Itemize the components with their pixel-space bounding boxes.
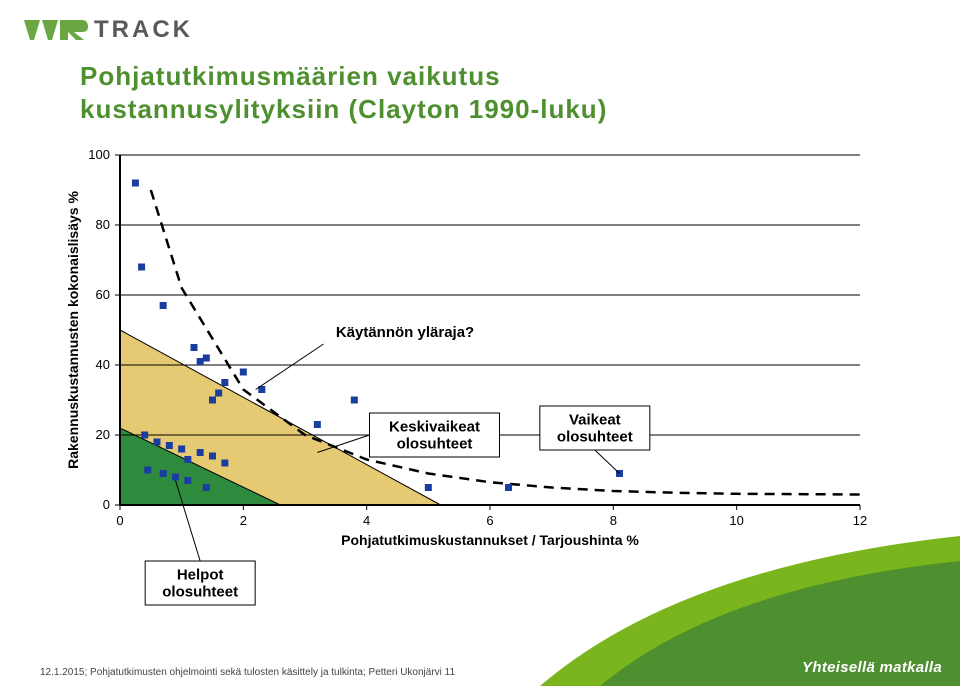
svg-text:0: 0 xyxy=(103,497,110,512)
svg-text:Vaikeat: Vaikeat xyxy=(569,412,621,429)
footer-text: 12.1.2015; Pohjatutkimusten ohjelmointi … xyxy=(40,667,455,678)
svg-text:8: 8 xyxy=(610,513,617,528)
svg-text:Keskivaikeat: Keskivaikeat xyxy=(389,419,480,436)
svg-text:6: 6 xyxy=(486,513,493,528)
svg-text:100: 100 xyxy=(88,147,110,162)
svg-text:Rakennuskustannusten kokonaisl: Rakennuskustannusten kokonaislisäys % xyxy=(65,191,81,469)
svg-text:olosuhteet: olosuhteet xyxy=(162,584,238,601)
svg-text:60: 60 xyxy=(96,287,110,302)
scatter-chart: 0 20 40 60 80 100 0 2 4 6 8 10 12 Pohjatutkimuskustan… xyxy=(60,145,880,615)
svg-text:TRACK: TRACK xyxy=(94,16,193,43)
chart-container: 0 20 40 60 80 100 0 2 4 6 8 10 12 Pohjatutkimuskustan… xyxy=(60,145,880,575)
svg-text:olosuhteet: olosuhteet xyxy=(557,429,633,446)
svg-text:4: 4 xyxy=(363,513,370,528)
svg-text:Helpot: Helpot xyxy=(177,567,224,584)
logo-svg: TRACK xyxy=(22,12,222,46)
title-line-2: kustannusylityksiin (Clayton 1990-luku) xyxy=(80,94,607,124)
svg-text:Käytännön yläraja?: Käytännön yläraja? xyxy=(336,324,474,341)
svg-text:0: 0 xyxy=(116,513,123,528)
brand-footer-text: Yhteisellä matkalla xyxy=(802,659,942,676)
svg-text:40: 40 xyxy=(96,357,110,372)
svg-text:10: 10 xyxy=(729,513,743,528)
svg-text:2: 2 xyxy=(240,513,247,528)
svg-text:20: 20 xyxy=(96,427,110,442)
svg-text:Pohjatutkimuskustannukset / Ta: Pohjatutkimuskustannukset / Tarjoushinta… xyxy=(341,532,639,548)
page-title: Pohjatutkimusmäärien vaikutus kustannusy… xyxy=(80,60,607,125)
svg-text:80: 80 xyxy=(96,217,110,232)
svg-text:olosuhteet: olosuhteet xyxy=(397,436,473,453)
title-line-1: Pohjatutkimusmäärien vaikutus xyxy=(80,61,501,91)
vr-track-logo: TRACK xyxy=(22,12,222,46)
svg-text:12: 12 xyxy=(853,513,867,528)
